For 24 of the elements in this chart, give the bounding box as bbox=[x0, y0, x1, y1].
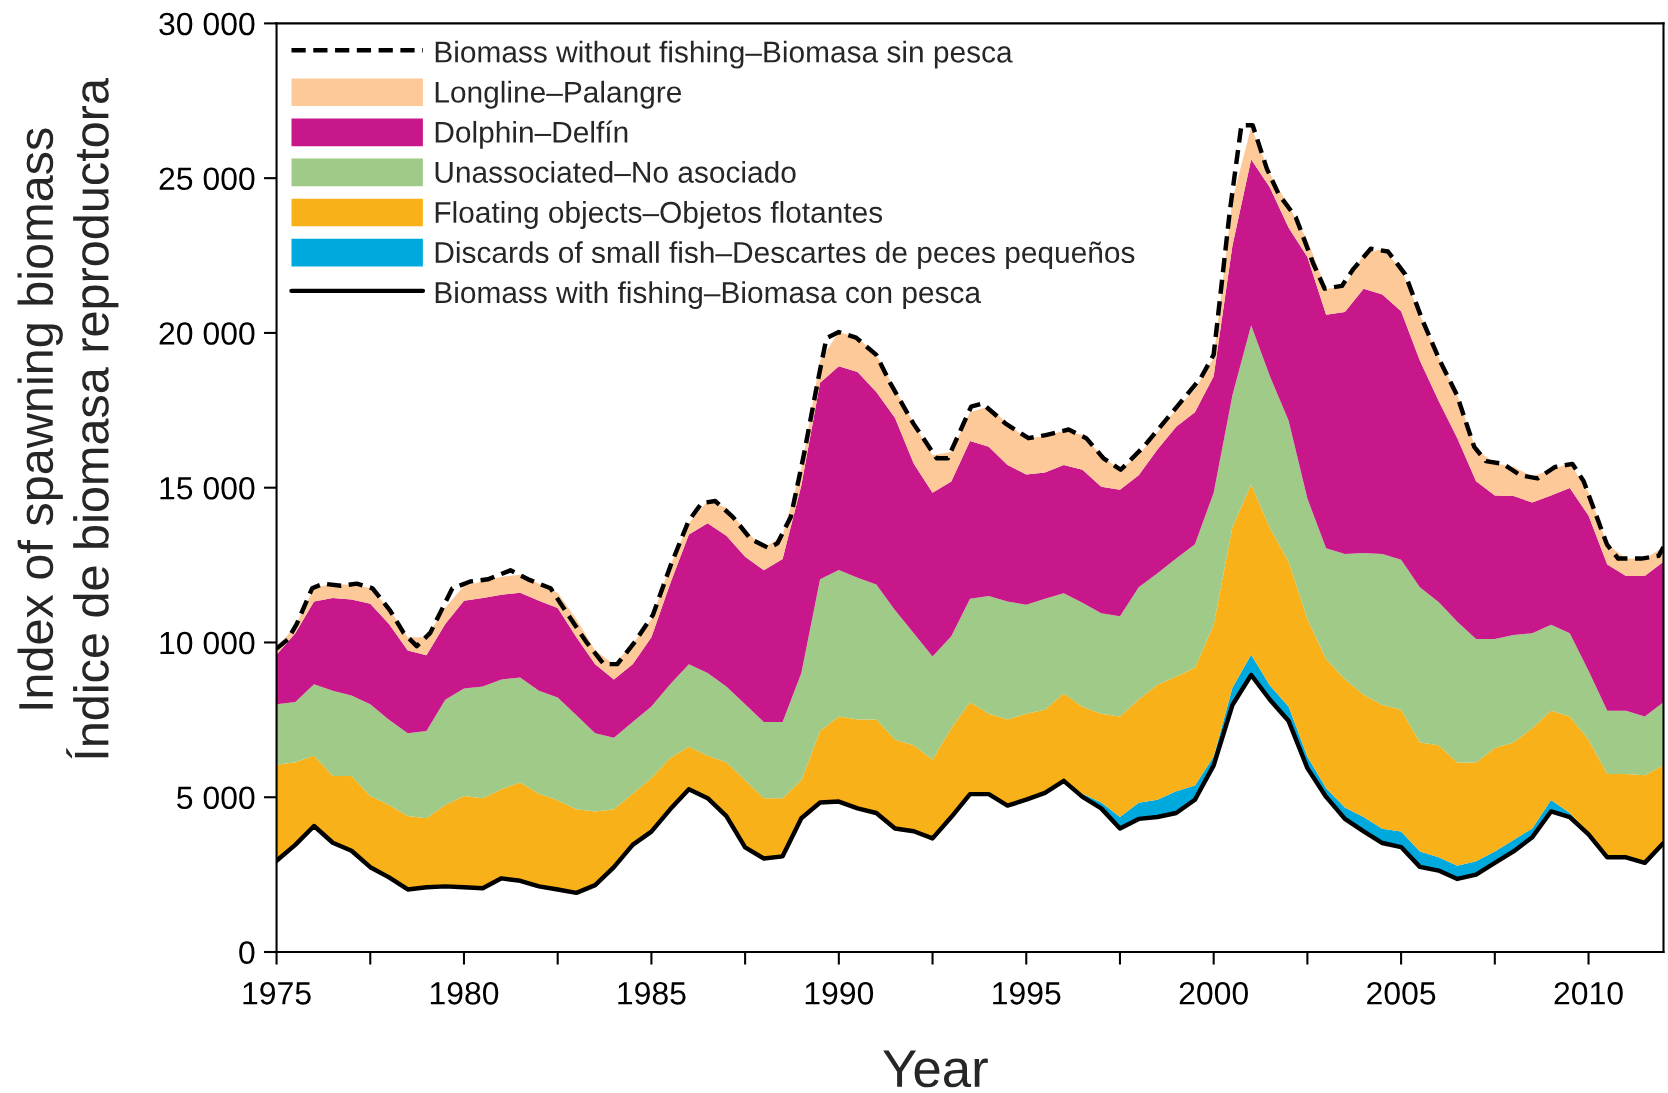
y-tick-label: 0 bbox=[239, 941, 255, 964]
x-tick-label: 1995 bbox=[993, 982, 1061, 1005]
x-tick-label: 2010 bbox=[1554, 982, 1623, 1005]
y-tick-label: 15 000 bbox=[160, 476, 255, 500]
x-tick-label: 1975 bbox=[243, 982, 311, 1005]
y-axis-title: Index of spawning biomass Índice de biomasa reproductora bbox=[17, 78, 119, 759]
x-tick-label: 2005 bbox=[1367, 982, 1436, 1005]
y-tick-label: 5 000 bbox=[177, 786, 255, 810]
legend-label: Dolphin–Delfín bbox=[435, 120, 628, 149]
x-tick-label: 2000 bbox=[1179, 982, 1248, 1005]
y-tick-label: 30 000 bbox=[159, 12, 255, 36]
x-tick-label: 1990 bbox=[805, 982, 874, 1005]
x-tick-label: 1980 bbox=[430, 982, 499, 1005]
y-tick-label: 20 000 bbox=[159, 322, 255, 345]
x-axis-title: Year bbox=[883, 1050, 988, 1088]
legend-label: Biomass with fishing–Biomasa con pesca bbox=[435, 281, 982, 310]
legend-label: Discards of small fish–Descartes de peces pequeños bbox=[435, 241, 1135, 269]
legend-label: Floating objects–Objetos flotantes bbox=[435, 201, 883, 229]
y-tick-label: 10 000 bbox=[160, 631, 255, 655]
legend-label: Biomass without fishing–Biomasa sin pesca bbox=[435, 40, 1013, 69]
y-tick-label: 25 000 bbox=[159, 167, 255, 191]
legend-label: Unassociated–No asociado bbox=[435, 160, 796, 183]
legend-label: Longline–Palangre bbox=[435, 80, 682, 109]
x-tick-label: 1985 bbox=[618, 982, 686, 1005]
